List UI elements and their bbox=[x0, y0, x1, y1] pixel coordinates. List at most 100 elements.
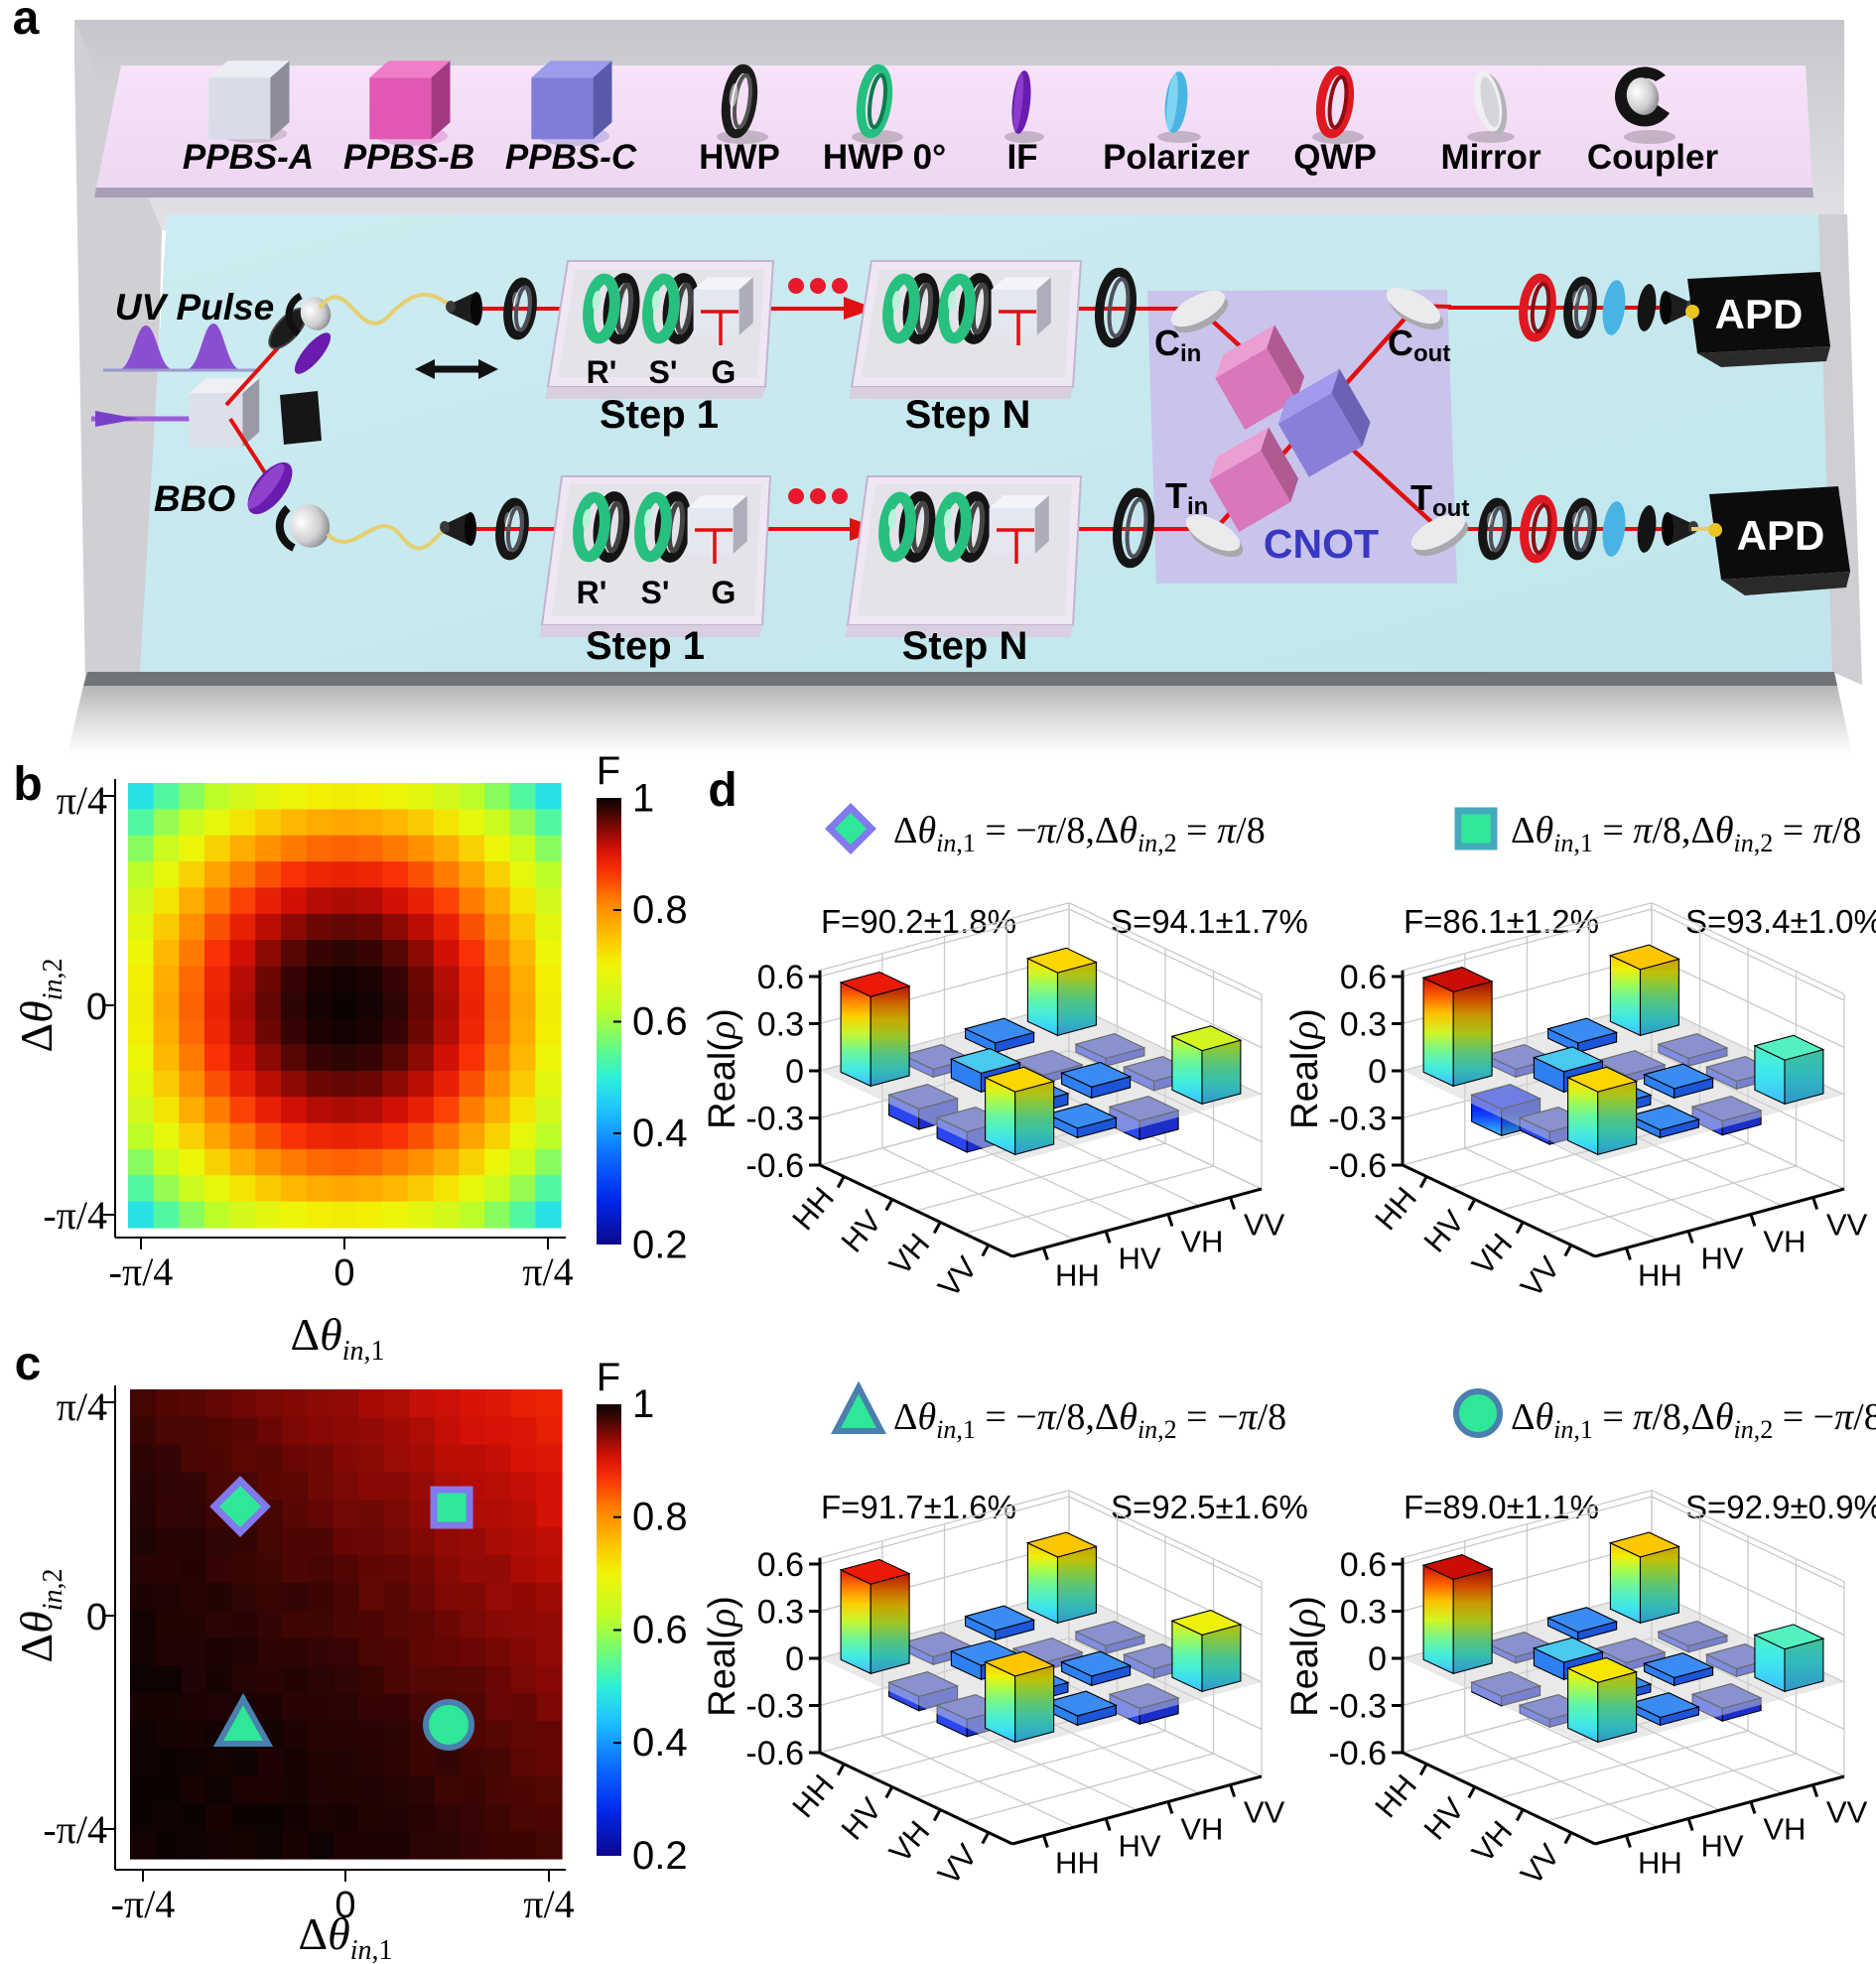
svg-text:VH: VH bbox=[1180, 1812, 1223, 1847]
svg-text:HV: HV bbox=[1119, 1242, 1161, 1276]
svg-text:-0.6: -0.6 bbox=[1328, 1735, 1387, 1772]
svg-text:S=94.1±1.7%: S=94.1±1.7% bbox=[1111, 903, 1308, 940]
svg-text:0.2: 0.2 bbox=[632, 1834, 688, 1878]
svg-text:0.3: 0.3 bbox=[757, 1594, 804, 1632]
svg-text:-π/4: -π/4 bbox=[43, 1807, 107, 1852]
svg-text:F: F bbox=[597, 749, 620, 793]
svg-text:-0.3: -0.3 bbox=[745, 1101, 804, 1138]
svg-text:0.8: 0.8 bbox=[632, 888, 688, 932]
svg-text:F=86.1±1.2%: F=86.1±1.2% bbox=[1404, 903, 1599, 940]
svg-text:0.3: 0.3 bbox=[1340, 1594, 1387, 1632]
svg-text:R': R' bbox=[587, 354, 617, 390]
svg-text:π/4: π/4 bbox=[522, 1249, 573, 1294]
svg-text:d: d bbox=[708, 764, 737, 817]
svg-text:HWP 0°: HWP 0° bbox=[823, 138, 946, 177]
svg-text:Step N: Step N bbox=[902, 624, 1028, 668]
svg-text:Real(ρ): Real(ρ) bbox=[702, 1596, 743, 1717]
svg-text:HH: HH bbox=[1055, 1846, 1100, 1881]
svg-text:HH: HH bbox=[1055, 1258, 1100, 1293]
svg-text:-0.3: -0.3 bbox=[745, 1688, 804, 1726]
svg-text:π/4: π/4 bbox=[523, 1882, 574, 1926]
svg-text:VH: VH bbox=[1763, 1225, 1806, 1259]
svg-text:R': R' bbox=[577, 575, 607, 610]
svg-text:0.6: 0.6 bbox=[1340, 959, 1387, 996]
svg-text:π/4: π/4 bbox=[57, 1384, 107, 1429]
svg-text:0: 0 bbox=[785, 1640, 804, 1678]
svg-text:-0.6: -0.6 bbox=[745, 1735, 804, 1772]
svg-text:G: G bbox=[712, 354, 737, 390]
svg-text:VV: VV bbox=[1244, 1208, 1285, 1243]
svg-text:Real(ρ): Real(ρ) bbox=[1284, 1596, 1326, 1717]
svg-text:0.8: 0.8 bbox=[632, 1496, 688, 1539]
svg-text:0: 0 bbox=[785, 1053, 804, 1091]
svg-text:0: 0 bbox=[86, 986, 107, 1028]
svg-text:0: 0 bbox=[334, 1252, 354, 1294]
svg-text:Step 1: Step 1 bbox=[600, 393, 719, 437]
svg-text:HWP: HWP bbox=[699, 138, 780, 177]
svg-text:0: 0 bbox=[1368, 1640, 1387, 1678]
svg-text:PPBS-B: PPBS-B bbox=[343, 138, 474, 177]
svg-text:PPBS-A: PPBS-A bbox=[183, 138, 314, 177]
svg-text:Δθin,1 = π/8,Δθin,2 = −π/8: Δθin,1 = π/8,Δθin,2 = −π/8 bbox=[1511, 1396, 1876, 1444]
svg-text:Δθin,1: Δθin,1 bbox=[299, 1908, 393, 1964]
svg-text:0: 0 bbox=[86, 1597, 107, 1638]
svg-text:Coupler: Coupler bbox=[1587, 138, 1719, 177]
svg-text:VH: VH bbox=[1763, 1812, 1806, 1847]
svg-text:0.6: 0.6 bbox=[757, 1546, 804, 1584]
svg-text:0.6: 0.6 bbox=[632, 1000, 688, 1044]
svg-text:-π/4: -π/4 bbox=[43, 1193, 107, 1238]
svg-text:Step N: Step N bbox=[905, 393, 1031, 437]
svg-text:VV: VV bbox=[1244, 1795, 1285, 1830]
svg-text:UV Pulse: UV Pulse bbox=[115, 287, 274, 327]
svg-text:0.6: 0.6 bbox=[757, 959, 804, 996]
svg-text:G: G bbox=[712, 575, 737, 610]
svg-text:Real(ρ): Real(ρ) bbox=[1284, 1008, 1326, 1129]
svg-text:HH: HH bbox=[1638, 1258, 1682, 1293]
svg-text:APD: APD bbox=[1737, 512, 1825, 559]
svg-text:0.6: 0.6 bbox=[632, 1609, 688, 1652]
svg-text:0: 0 bbox=[1368, 1053, 1387, 1091]
svg-text:F=90.2±1.8%: F=90.2±1.8% bbox=[821, 903, 1016, 940]
svg-text:PPBS-C: PPBS-C bbox=[505, 138, 637, 177]
svg-text:HV: HV bbox=[1119, 1829, 1161, 1864]
svg-text:0.4: 0.4 bbox=[632, 1721, 688, 1765]
svg-text:VH: VH bbox=[1180, 1225, 1223, 1259]
svg-text:VV: VV bbox=[1826, 1208, 1868, 1243]
svg-text:Real(ρ): Real(ρ) bbox=[702, 1008, 743, 1129]
svg-text:Δθin,1 = −π/8,Δθin,2 = −π/8: Δθin,1 = −π/8,Δθin,2 = −π/8 bbox=[893, 1396, 1286, 1444]
svg-text:Polarizer: Polarizer bbox=[1103, 138, 1250, 177]
svg-text:0.4: 0.4 bbox=[632, 1112, 688, 1155]
svg-text:HV: HV bbox=[1701, 1242, 1744, 1276]
svg-text:-0.6: -0.6 bbox=[1328, 1147, 1387, 1185]
svg-text:Step 1: Step 1 bbox=[586, 624, 705, 668]
svg-text:0.3: 0.3 bbox=[757, 1006, 804, 1044]
svg-text:b: b bbox=[13, 758, 42, 811]
svg-text:0.3: 0.3 bbox=[1340, 1006, 1387, 1044]
svg-text:-0.3: -0.3 bbox=[1328, 1101, 1387, 1138]
svg-text:-π/4: -π/4 bbox=[109, 1249, 174, 1294]
svg-text:APD: APD bbox=[1715, 291, 1804, 337]
svg-text:S': S' bbox=[641, 575, 670, 610]
svg-text:a: a bbox=[13, 0, 40, 45]
svg-text:1: 1 bbox=[632, 1382, 654, 1426]
svg-text:0.2: 0.2 bbox=[632, 1224, 688, 1267]
svg-text:c: c bbox=[15, 1338, 42, 1390]
svg-text:CNOT: CNOT bbox=[1264, 521, 1379, 567]
svg-text:Mirror: Mirror bbox=[1440, 138, 1541, 177]
svg-text:S=92.5±1.6%: S=92.5±1.6% bbox=[1111, 1489, 1308, 1525]
svg-text:-π/4: -π/4 bbox=[111, 1882, 176, 1926]
svg-text:F=89.0±1.1%: F=89.0±1.1% bbox=[1404, 1489, 1599, 1525]
svg-text:Δθin,1: Δθin,1 bbox=[291, 1309, 385, 1367]
svg-text:S=92.9±0.9%: S=92.9±0.9% bbox=[1685, 1489, 1876, 1525]
svg-text:0.6: 0.6 bbox=[1340, 1546, 1387, 1584]
svg-text:π/4: π/4 bbox=[57, 778, 107, 823]
svg-text:-0.3: -0.3 bbox=[1328, 1688, 1387, 1726]
svg-text:HH: HH bbox=[1638, 1846, 1682, 1881]
svg-text:HV: HV bbox=[1701, 1829, 1744, 1864]
svg-text:F=91.7±1.6%: F=91.7±1.6% bbox=[821, 1489, 1016, 1525]
svg-text:F: F bbox=[597, 1356, 620, 1399]
svg-text:VV: VV bbox=[1826, 1795, 1868, 1830]
svg-text:S=93.4±1.0%: S=93.4±1.0% bbox=[1685, 903, 1876, 940]
svg-text:1: 1 bbox=[632, 777, 654, 821]
svg-text:BBO: BBO bbox=[154, 478, 235, 519]
